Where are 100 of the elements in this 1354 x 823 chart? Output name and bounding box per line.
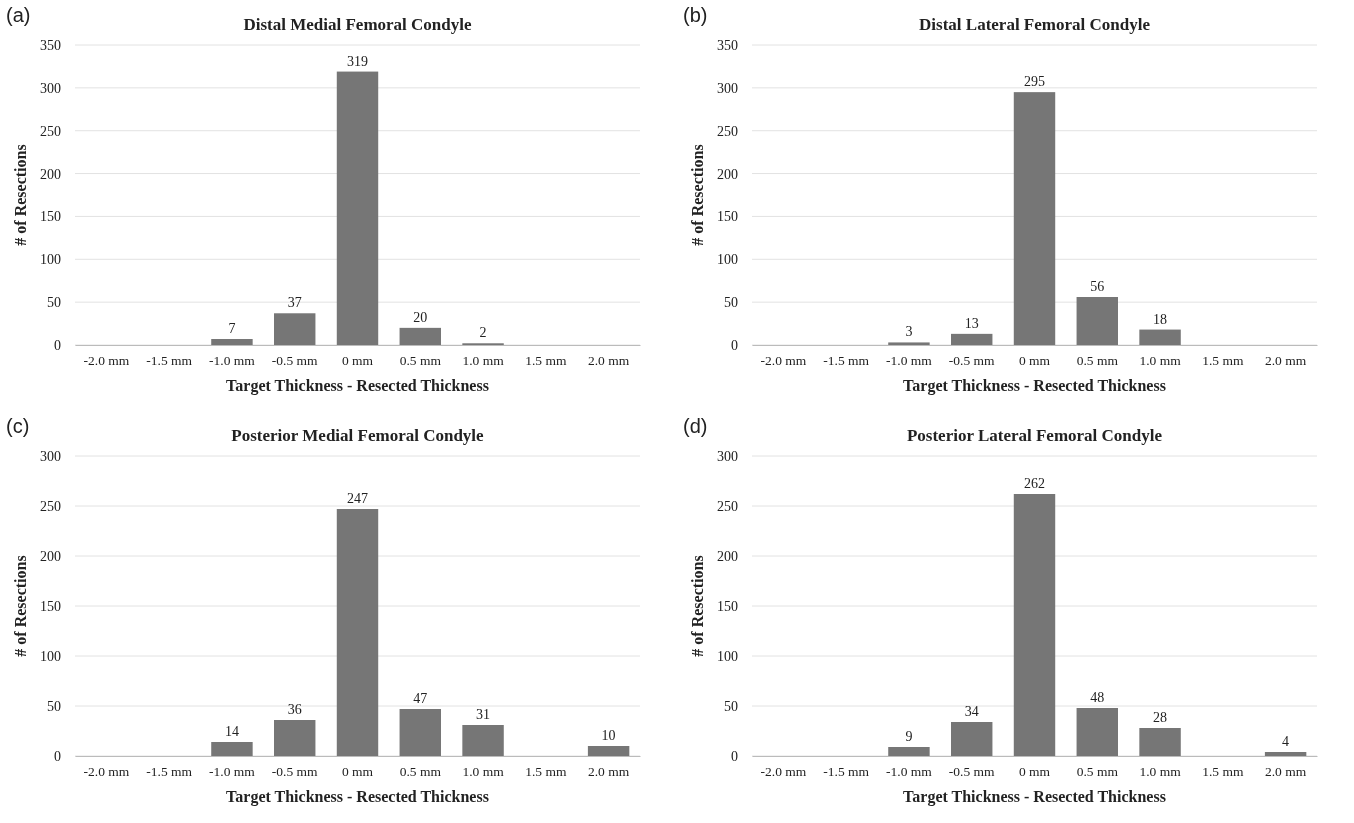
data-label: 48 bbox=[1090, 690, 1105, 705]
bar bbox=[211, 339, 253, 345]
bar bbox=[587, 746, 630, 756]
x-axis-title: Target Thickness - Resected Thickness bbox=[226, 788, 489, 806]
y-axis-title: # of Resections bbox=[12, 144, 29, 246]
y-tick-label: 0 bbox=[54, 748, 61, 764]
y-tick-label: 150 bbox=[717, 598, 738, 614]
x-tick-label: -1.5 mm bbox=[146, 352, 193, 368]
data-label: 37 bbox=[287, 295, 302, 311]
x-tick-label: -2.0 mm bbox=[83, 763, 130, 779]
y-tick-label: 200 bbox=[717, 166, 738, 182]
y-tick-label: 250 bbox=[40, 498, 61, 514]
x-tick-label: 2.0 mm bbox=[587, 763, 630, 779]
y-tick-label: 150 bbox=[40, 209, 61, 225]
y-axis-title: # of Resections bbox=[12, 555, 29, 657]
y-tick-label: 0 bbox=[731, 748, 738, 764]
bar bbox=[1076, 297, 1118, 345]
y-tick-label: 100 bbox=[40, 252, 61, 268]
x-tick-label: -2.0 mm bbox=[760, 352, 807, 368]
y-tick-label: 50 bbox=[724, 295, 738, 311]
x-axis-title: Target Thickness - Resected Thickness bbox=[903, 788, 1166, 806]
chart-title: Posterior Medial Femoral Condyle bbox=[231, 426, 485, 445]
x-tick-label: -0.5 mm bbox=[271, 352, 319, 368]
bar bbox=[1013, 92, 1056, 345]
bar bbox=[399, 327, 441, 345]
x-tick-label: 1.0 mm bbox=[1139, 352, 1182, 368]
y-tick-label: 250 bbox=[40, 123, 61, 139]
x-axis-title: Target Thickness - Resected Thickness bbox=[226, 377, 489, 395]
y-tick-label: 350 bbox=[40, 37, 61, 53]
x-tick-label: 0 mm bbox=[341, 763, 374, 779]
x-tick-label: 0 mm bbox=[341, 352, 374, 368]
data-label: 14 bbox=[224, 724, 239, 739]
bar bbox=[951, 333, 993, 345]
x-tick-label: -2.0 mm bbox=[760, 763, 807, 779]
y-tick-label: 300 bbox=[717, 448, 738, 464]
y-axis-title: # of Resections bbox=[689, 144, 706, 246]
data-label: 262 bbox=[1024, 476, 1045, 491]
y-tick-label: 0 bbox=[731, 337, 738, 353]
y-tick-label: 50 bbox=[47, 698, 61, 714]
data-label: 20 bbox=[413, 309, 428, 325]
data-label: 18 bbox=[1153, 311, 1168, 327]
text: (c) bbox=[6, 415, 30, 437]
bar bbox=[462, 725, 504, 756]
chart-title: Distal Lateral Femoral Condyle bbox=[919, 15, 1151, 34]
x-tick-label: -0.5 mm bbox=[948, 352, 996, 368]
y-tick-label: 150 bbox=[717, 209, 738, 225]
data-label: 295 bbox=[1024, 74, 1045, 90]
x-tick-label: 1.5 mm bbox=[525, 352, 567, 368]
text: (a) bbox=[6, 4, 31, 26]
chart-title: Posterior Lateral Femoral Condyle bbox=[906, 426, 1163, 445]
data-label: 2 bbox=[479, 325, 487, 341]
bar bbox=[399, 709, 441, 756]
data-label: 47 bbox=[413, 691, 428, 706]
y-tick-label: 300 bbox=[40, 448, 61, 464]
bar bbox=[1013, 494, 1056, 756]
data-label: 31 bbox=[476, 707, 491, 722]
x-tick-label: 1.5 mm bbox=[1202, 763, 1244, 779]
y-axis-title: # of Resections bbox=[689, 555, 706, 657]
x-tick-label: 0 mm bbox=[1018, 763, 1051, 779]
data-label: 4 bbox=[1282, 734, 1290, 749]
bar bbox=[888, 342, 930, 345]
bar bbox=[951, 722, 993, 756]
y-tick-label: 300 bbox=[40, 80, 61, 96]
x-tick-label: 0.5 mm bbox=[399, 352, 442, 368]
x-axis-title: Target Thickness - Resected Thickness bbox=[903, 377, 1166, 395]
data-label: 13 bbox=[964, 315, 979, 331]
x-tick-label: 0.5 mm bbox=[1076, 763, 1119, 779]
y-tick-label: 50 bbox=[47, 295, 61, 311]
y-tick-label: 300 bbox=[717, 80, 738, 96]
data-label: 36 bbox=[287, 702, 302, 717]
y-tick-label: 250 bbox=[717, 498, 738, 514]
x-tick-label: 1.0 mm bbox=[1139, 763, 1182, 779]
y-tick-label: 50 bbox=[724, 698, 738, 714]
x-tick-label: -1.5 mm bbox=[146, 763, 193, 779]
x-tick-label: -1.0 mm bbox=[886, 352, 933, 368]
data-label: 9 bbox=[905, 729, 913, 744]
y-tick-label: 0 bbox=[54, 337, 61, 353]
text: (b) bbox=[683, 4, 708, 26]
x-tick-label: -1.0 mm bbox=[209, 763, 256, 779]
bar bbox=[274, 313, 316, 345]
data-label: 28 bbox=[1153, 710, 1168, 725]
data-label: 34 bbox=[964, 704, 979, 719]
data-label: 10 bbox=[601, 728, 616, 743]
data-label: 56 bbox=[1090, 279, 1105, 294]
x-tick-label: 0 mm bbox=[1018, 352, 1051, 368]
y-tick-label: 200 bbox=[717, 548, 738, 564]
y-tick-label: 250 bbox=[717, 123, 738, 139]
data-label: 319 bbox=[347, 53, 368, 69]
x-tick-label: -0.5 mm bbox=[271, 763, 319, 779]
text: (d) bbox=[683, 415, 708, 437]
y-tick-label: 150 bbox=[40, 598, 61, 614]
x-tick-label: -2.0 mm bbox=[83, 352, 130, 368]
x-tick-label: 1.5 mm bbox=[1202, 352, 1244, 368]
bar bbox=[336, 71, 379, 345]
x-tick-label: 0.5 mm bbox=[399, 763, 442, 779]
x-tick-label: 2.0 mm bbox=[587, 352, 630, 368]
bar bbox=[336, 509, 379, 756]
y-tick-label: 350 bbox=[717, 37, 738, 53]
bar bbox=[211, 742, 253, 756]
y-tick-label: 100 bbox=[40, 648, 61, 664]
